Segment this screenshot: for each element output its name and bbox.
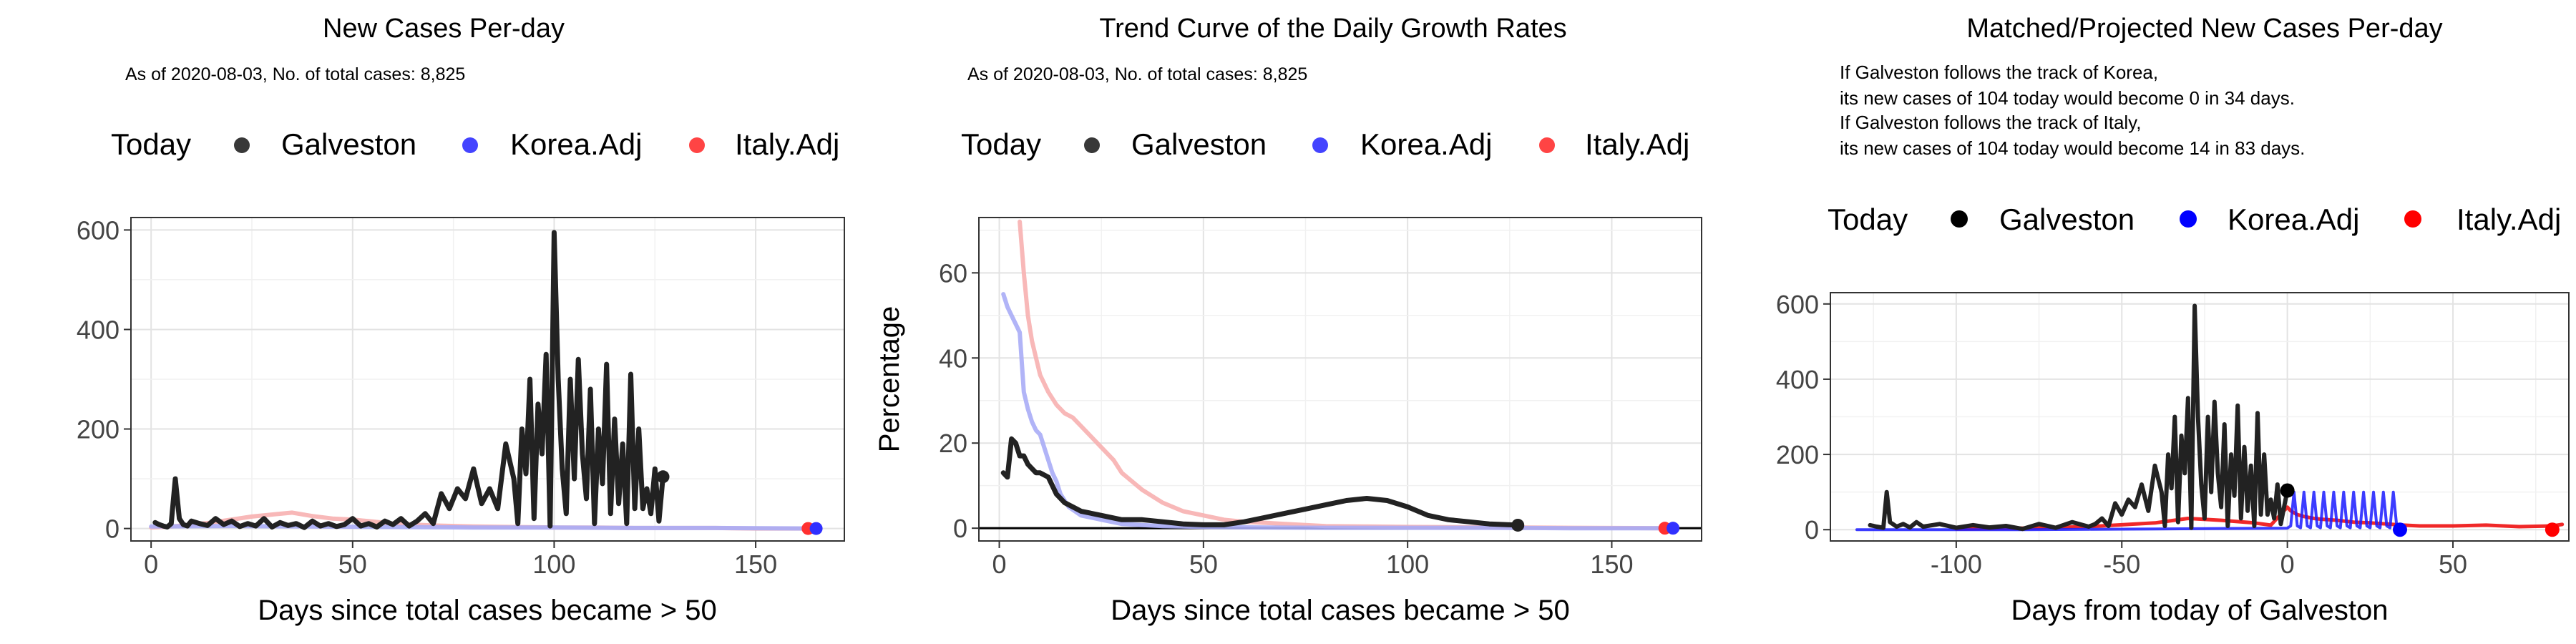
today-point-galveston xyxy=(1511,518,1525,532)
today-points xyxy=(1511,518,1680,535)
grid xyxy=(131,218,844,541)
y-axis-label: Percentage xyxy=(874,306,905,453)
axis-ticks: -100 -50 0 50 0 200 400 600 xyxy=(1776,290,2467,579)
x-tick-label: 0 xyxy=(992,550,1007,579)
data-series xyxy=(149,230,819,531)
y-tick-label: 0 xyxy=(1805,515,1819,545)
annotation: If Galveston follows the track of Korea,… xyxy=(1840,62,2305,159)
y-tick-label: 60 xyxy=(939,258,967,288)
annotation-line-4: its new cases of 104 today would become … xyxy=(1840,137,2305,159)
legend-title: Today xyxy=(1828,203,1908,236)
y-tick-label: 20 xyxy=(939,429,967,458)
x-tick-label: 150 xyxy=(1590,550,1633,579)
y-tick-label: 40 xyxy=(939,343,967,373)
today-point-galveston xyxy=(656,470,670,484)
legend-key-italy xyxy=(2404,210,2421,228)
legend-key-galveston xyxy=(234,137,250,153)
data-series xyxy=(1855,303,2565,532)
axis-ticks: 0 50 100 150 0 200 400 600 xyxy=(77,215,777,579)
x-tick-label: 150 xyxy=(734,550,777,579)
x-tick-label: 50 xyxy=(338,550,367,579)
legend-label-korea: Korea.Adj xyxy=(510,127,642,161)
legend-key-korea xyxy=(2180,210,2197,228)
legend-key-galveston xyxy=(1084,137,1100,153)
legend-label-italy: Italy.Adj xyxy=(1585,127,1689,161)
x-tick-label: -100 xyxy=(1931,550,1982,579)
x-tick-label: 50 xyxy=(1189,550,1218,579)
y-tick-label: 600 xyxy=(77,215,119,245)
legend-title: Today xyxy=(111,127,191,161)
legend-key-italy xyxy=(689,137,705,153)
axis-ticks: 0 50 100 150 0 20 40 60 xyxy=(939,258,1634,579)
legend-label-korea: Korea.Adj xyxy=(1360,127,1492,161)
legend-title: Today xyxy=(961,127,1041,161)
series-line-galveston xyxy=(1000,436,1521,528)
legend-key-korea xyxy=(1312,137,1328,153)
data-series xyxy=(979,219,1702,531)
plot-border xyxy=(1830,292,2570,542)
legend: Today Galveston Korea.Adj Italy.Adj xyxy=(961,127,1689,161)
today-point-korea xyxy=(809,522,823,535)
plot-background xyxy=(979,218,1702,541)
today-points xyxy=(2280,483,2560,537)
series-line-galveston xyxy=(152,230,665,530)
chart-title: New Cases Per-day xyxy=(323,14,565,44)
plot-border xyxy=(130,217,845,542)
chart-subtitle: As of 2020-08-03, No. of total cases: 8,… xyxy=(967,64,1307,84)
x-tick-label: 0 xyxy=(2280,550,2295,579)
today-point-italy xyxy=(2545,522,2560,537)
annotation-line-2: its new cases of 104 today would become … xyxy=(1840,87,2295,109)
legend: Today Galveston Korea.Adj Italy.Adj xyxy=(1828,203,2561,236)
chart-subtitle: As of 2020-08-03, No. of total cases: 8,… xyxy=(125,64,465,84)
chart-title: Matched/Projected New Cases Per-day xyxy=(1966,14,2442,44)
plot-area: 0 50 100 150 0 200 400 600 xyxy=(77,215,845,579)
y-tick-label: 600 xyxy=(1776,290,1819,319)
legend-label-korea: Korea.Adj xyxy=(2228,203,2359,236)
panel-growth-rates: Trend Curve of the Daily Growth Rates As… xyxy=(874,14,1702,626)
y-tick-label: 400 xyxy=(77,315,119,344)
x-axis-label: Days since total cases became > 50 xyxy=(258,595,716,626)
y-tick-label: 400 xyxy=(1776,365,1819,394)
today-point-korea xyxy=(2392,522,2407,537)
panel-new-cases: New Cases Per-day As of 2020-08-03, No. … xyxy=(77,14,845,626)
x-tick-label: 0 xyxy=(144,550,158,579)
x-tick-label: 50 xyxy=(2439,550,2467,579)
panel-projected: Matched/Projected New Cases Per-day If G… xyxy=(1776,14,2570,626)
today-point-galveston xyxy=(2280,483,2295,498)
legend-label-galveston: Galveston xyxy=(1131,127,1267,161)
series-line-galveston xyxy=(1868,303,2290,532)
plot-border xyxy=(978,217,1702,542)
legend-key-korea xyxy=(462,137,478,153)
y-tick-label: 0 xyxy=(105,514,119,544)
legend: Today Galveston Korea.Adj Italy.Adj xyxy=(111,127,839,161)
series-line-korea xyxy=(1001,292,1676,531)
y-tick-label: 200 xyxy=(1776,440,1819,469)
y-tick-label: 200 xyxy=(77,415,119,444)
legend-key-galveston xyxy=(1951,210,1968,228)
legend-label-italy: Italy.Adj xyxy=(735,127,839,161)
plot-area: -100 -50 0 50 0 200 400 600 xyxy=(1776,290,2570,579)
chart-title: Trend Curve of the Daily Growth Rates xyxy=(1099,14,1566,44)
annotation-line-1: If Galveston follows the track of Korea, xyxy=(1840,62,2158,83)
x-tick-label: 100 xyxy=(532,550,575,579)
legend-label-galveston: Galveston xyxy=(1999,203,2135,236)
annotation-line-3: If Galveston follows the track of Italy, xyxy=(1840,112,2141,133)
x-axis-label: Days since total cases became > 50 xyxy=(1111,595,1569,626)
x-axis-label: Days from today of Galveston xyxy=(2011,595,2389,626)
legend-label-galveston: Galveston xyxy=(281,127,416,161)
today-point-korea xyxy=(1667,522,1680,535)
series-line-korea xyxy=(1855,490,2401,532)
today-points xyxy=(656,470,823,535)
legend-key-italy xyxy=(1539,137,1555,153)
x-tick-label: 100 xyxy=(1386,550,1429,579)
plot-area: 0 50 100 150 0 20 40 60 xyxy=(939,217,1702,579)
legend-label-italy: Italy.Adj xyxy=(2457,203,2561,236)
x-tick-label: -50 xyxy=(2103,550,2140,579)
y-tick-label: 0 xyxy=(953,514,967,543)
